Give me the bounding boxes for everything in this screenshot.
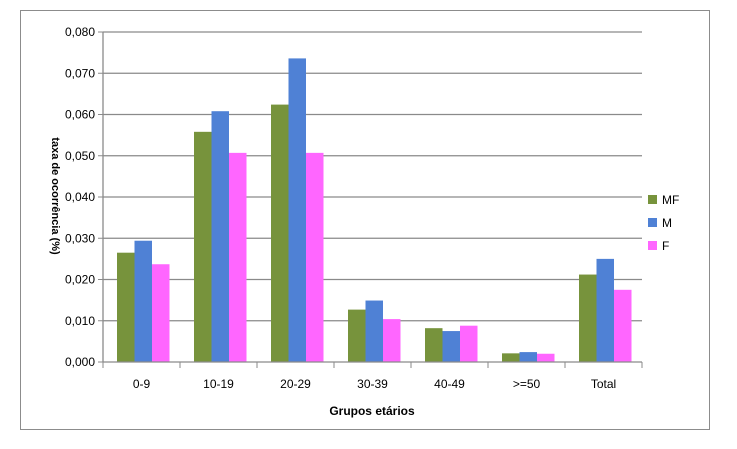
y-tick-labels: 0,000 0,010 0,020 0,030 0,040 0,050 0,060 0,070… <box>65 25 95 369</box>
y-tick-label: 0,020 <box>65 273 95 287</box>
x-tick-label: 10-19 <box>203 377 234 391</box>
y-tick-label: 0,050 <box>65 149 95 163</box>
bar-mf-4 <box>425 328 443 362</box>
bar-f-3 <box>383 319 401 362</box>
bar-m-4 <box>442 331 460 362</box>
y-tick-label: 0,060 <box>65 108 95 122</box>
legend-label-mf: MF <box>662 193 679 207</box>
bar-f-2 <box>306 152 324 362</box>
bar-f-0 <box>152 264 170 362</box>
bar-mf-5 <box>502 353 520 362</box>
legend: MF MF <box>648 193 679 253</box>
x-tick-label: 20-29 <box>280 377 311 391</box>
bar-mf-6 <box>579 274 597 362</box>
legend-swatch-f <box>648 241 657 250</box>
legend-label-f: F <box>662 239 669 253</box>
bar-m-6 <box>596 258 614 362</box>
y-tick-label: 0,030 <box>65 231 95 245</box>
bar-f-6 <box>614 289 632 362</box>
y-tick-label: 0,040 <box>65 190 95 204</box>
bar-mf-2 <box>271 104 289 362</box>
y-tick-label: 0,070 <box>65 66 95 80</box>
axes <box>102 32 643 368</box>
bar-f-4 <box>460 325 478 362</box>
bar-m-5 <box>519 352 537 362</box>
legend-swatch-mf <box>648 195 657 204</box>
x-tick-labels: 0-9 10-19 20-29 30-39 40-49 >=50 Total <box>133 377 616 391</box>
x-tick-label: >=50 <box>513 377 541 391</box>
bar-mf-3 <box>348 309 366 362</box>
x-tick-label: 0-9 <box>133 377 151 391</box>
bar-f-5 <box>537 353 555 362</box>
x-tick-label: Total <box>591 377 616 391</box>
x-tick-label: 40-49 <box>434 377 465 391</box>
bars <box>117 58 632 363</box>
x-tick-label: 30-39 <box>357 377 388 391</box>
y-axis-label: taxa de ocorrência (%) <box>49 137 61 255</box>
bar-mf-0 <box>117 252 135 362</box>
bar-mf-1 <box>194 131 212 362</box>
bar-m-0 <box>134 240 152 362</box>
bar-m-3 <box>365 300 383 362</box>
bar-m-1 <box>211 111 229 362</box>
bar-f-1 <box>229 152 247 362</box>
legend-label-m: M <box>662 216 672 230</box>
y-tick-label: 0,080 <box>65 25 95 39</box>
legend-swatch-m <box>648 218 657 227</box>
bar-m-2 <box>288 58 306 363</box>
x-axis-label: Grupos etários <box>329 404 415 418</box>
gridlines <box>98 31 642 363</box>
y-tick-label: 0,010 <box>65 314 95 328</box>
y-tick-label: 0,000 <box>65 355 95 369</box>
